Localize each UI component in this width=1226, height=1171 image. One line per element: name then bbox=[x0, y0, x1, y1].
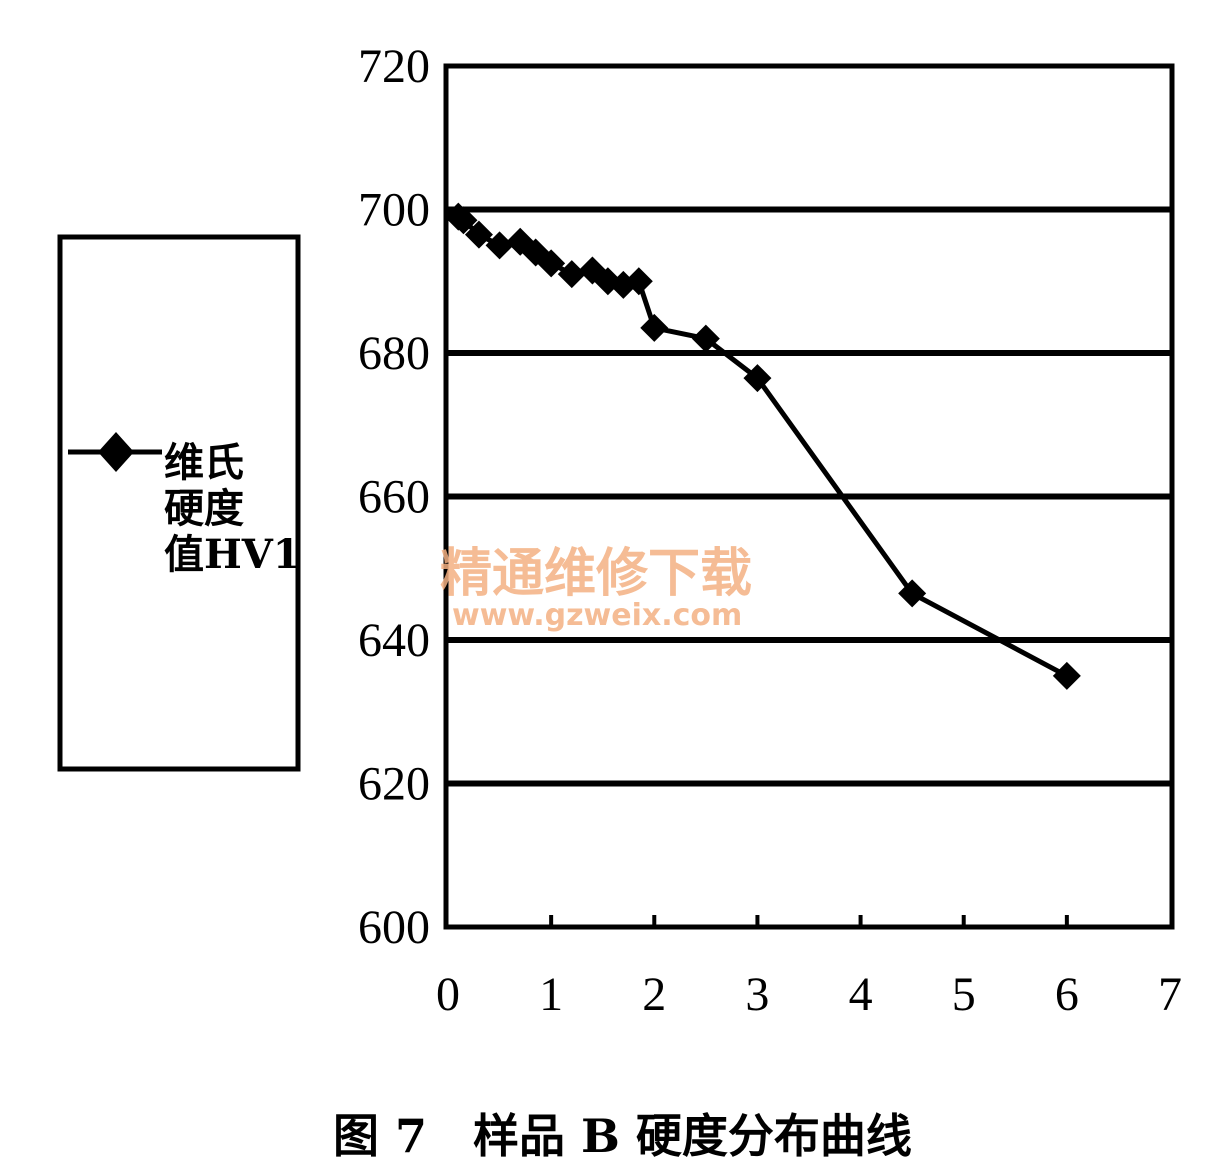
x-tick-label: 4 bbox=[849, 968, 873, 1021]
legend-label: 维氏硬度值HV1 bbox=[164, 439, 301, 578]
x-tick-label: 2 bbox=[642, 968, 666, 1021]
y-tick-label: 720 bbox=[358, 40, 430, 93]
x-tick-label: 5 bbox=[952, 968, 976, 1021]
series-hardness bbox=[444, 202, 1081, 690]
watermark-line1: 精通维修下载 bbox=[440, 544, 752, 604]
legend-label-line: 维氏 bbox=[164, 439, 244, 486]
data-point bbox=[691, 324, 720, 353]
data-point bbox=[624, 267, 653, 296]
data-point bbox=[485, 231, 514, 260]
figure-caption: 图 7 样品 B 硬度分布曲线 bbox=[333, 1109, 912, 1163]
data-point bbox=[898, 579, 927, 608]
legend: 维氏硬度值HV1 bbox=[57, 234, 301, 772]
watermark-line2: www.gzweix.com bbox=[452, 598, 742, 633]
x-axis-ticks: 0 1 2 3 4 5 6 7 bbox=[436, 915, 1182, 1021]
x-tick-label: 0 bbox=[436, 968, 460, 1021]
watermark: 精通维修下载 www.gzweix.com bbox=[440, 544, 752, 633]
y-tick-label: 660 bbox=[358, 471, 430, 524]
plot-frame bbox=[443, 63, 1175, 930]
y-tick-label: 600 bbox=[358, 901, 430, 954]
y-tick-label: 700 bbox=[358, 184, 430, 237]
data-point bbox=[537, 249, 566, 278]
legend-marker bbox=[98, 432, 134, 472]
y-axis-ticks: 600 620 640 660 680 700 720 bbox=[358, 40, 430, 954]
legend-label-line: 值HV1 bbox=[164, 531, 301, 578]
y-tick-label: 680 bbox=[358, 327, 430, 380]
grid-lines bbox=[448, 206, 1170, 787]
y-tick-label: 640 bbox=[358, 614, 430, 667]
data-point bbox=[464, 220, 493, 249]
x-tick-label: 7 bbox=[1158, 968, 1182, 1021]
data-point bbox=[640, 313, 669, 342]
legend-box bbox=[57, 234, 301, 772]
data-point bbox=[557, 260, 586, 289]
data-point bbox=[743, 364, 772, 393]
y-tick-label: 620 bbox=[358, 758, 430, 811]
x-tick-label: 6 bbox=[1055, 968, 1079, 1021]
x-tick-label: 1 bbox=[539, 968, 563, 1021]
legend-label-line: 硬度 bbox=[164, 485, 244, 532]
x-tick-label: 3 bbox=[745, 968, 769, 1021]
data-point bbox=[1052, 661, 1081, 690]
data-point bbox=[449, 206, 478, 235]
